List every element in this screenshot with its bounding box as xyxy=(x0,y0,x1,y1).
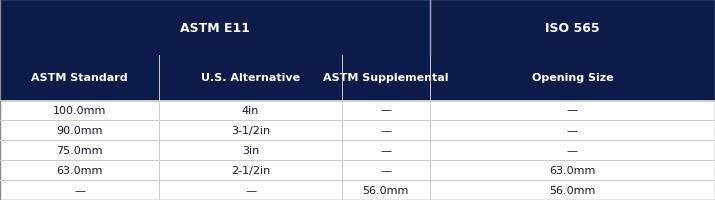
Bar xyxy=(0,100,715,120)
Bar xyxy=(0,56,715,100)
Text: 2-1/2in: 2-1/2in xyxy=(231,165,270,175)
Text: —: — xyxy=(245,185,256,195)
Text: ASTM Supplemental: ASTM Supplemental xyxy=(323,73,448,83)
Text: —: — xyxy=(380,165,391,175)
Bar xyxy=(0,120,715,140)
Text: 56.0mm: 56.0mm xyxy=(363,185,409,195)
Text: 63.0mm: 63.0mm xyxy=(549,165,596,175)
Text: —: — xyxy=(567,125,578,135)
Text: —: — xyxy=(74,185,85,195)
Text: 3in: 3in xyxy=(242,145,260,155)
Text: —: — xyxy=(380,125,391,135)
Bar xyxy=(0,180,715,200)
Text: 75.0mm: 75.0mm xyxy=(56,145,103,155)
Text: 56.0mm: 56.0mm xyxy=(549,185,596,195)
Text: 100.0mm: 100.0mm xyxy=(53,105,107,115)
Text: Opening Size: Opening Size xyxy=(531,73,613,83)
Text: U.S. Alternative: U.S. Alternative xyxy=(201,73,300,83)
Text: 3-1/2in: 3-1/2in xyxy=(231,125,270,135)
Bar xyxy=(430,0,715,56)
Bar xyxy=(0,140,715,160)
Text: 4in: 4in xyxy=(242,105,260,115)
Text: ASTM E11: ASTM E11 xyxy=(180,22,250,34)
Text: 90.0mm: 90.0mm xyxy=(56,125,103,135)
Text: ISO 565: ISO 565 xyxy=(545,22,600,34)
Text: —: — xyxy=(380,105,391,115)
Text: —: — xyxy=(567,105,578,115)
Text: —: — xyxy=(380,145,391,155)
Bar xyxy=(0,0,430,56)
Text: 63.0mm: 63.0mm xyxy=(56,165,103,175)
Text: ASTM Standard: ASTM Standard xyxy=(31,73,128,83)
Text: —: — xyxy=(567,145,578,155)
Bar xyxy=(0,160,715,180)
